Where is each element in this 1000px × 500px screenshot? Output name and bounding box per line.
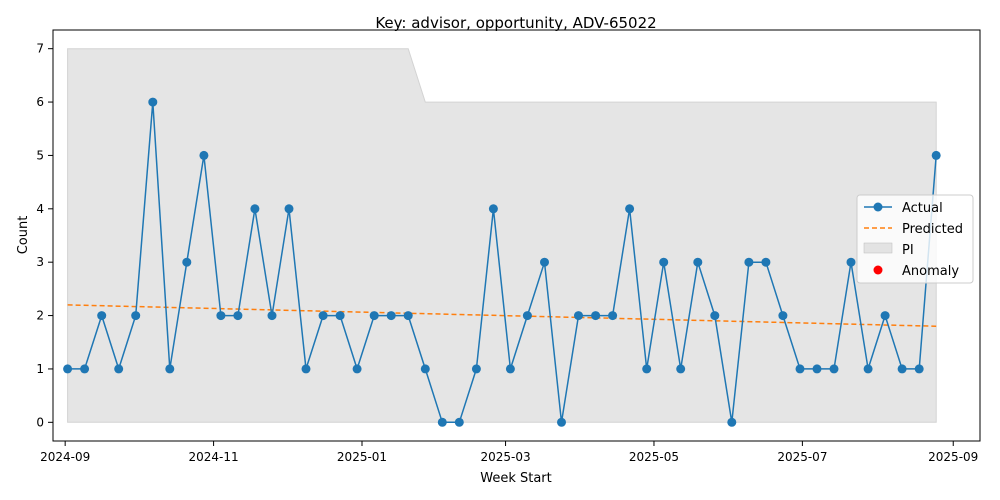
- actual-point: [216, 311, 226, 321]
- y-tick-label: 0: [36, 415, 44, 429]
- y-tick-label: 2: [36, 309, 44, 323]
- actual-point: [369, 311, 379, 321]
- actual-point: [778, 311, 788, 321]
- legend-actual-label: Actual: [902, 201, 943, 216]
- actual-point: [897, 364, 907, 374]
- actual-line: [67, 102, 937, 424]
- actual-point: [880, 311, 890, 321]
- actual-point: [199, 150, 209, 160]
- legend-actual-marker: [873, 202, 883, 212]
- x-tick-label: 2025-07: [777, 450, 827, 464]
- actual-point: [522, 311, 532, 321]
- predicted-line-layer: [67, 304, 937, 327]
- x-axis-label: Week Start: [480, 471, 552, 486]
- legend-predicted-label: Predicted: [902, 222, 963, 237]
- actual-point: [488, 204, 498, 214]
- x-tick-label: 2025-01: [337, 450, 387, 464]
- actual-point: [454, 417, 464, 427]
- actual-point: [63, 364, 73, 374]
- actual-point: [608, 311, 618, 321]
- x-tick-label: 2025-05: [629, 450, 679, 464]
- actual-point: [437, 417, 447, 427]
- x-tick-label: 2025-09: [928, 450, 978, 464]
- actual-series-layer: [63, 97, 941, 427]
- actual-point: [284, 204, 294, 214]
- legend-box: [856, 194, 974, 284]
- y-tick-label: 5: [36, 148, 44, 162]
- actual-point: [540, 257, 549, 267]
- y-tick-label: 3: [36, 255, 44, 269]
- actual-point: [846, 257, 856, 267]
- actual-point: [403, 311, 413, 321]
- predicted-line: [67, 304, 937, 327]
- actual-point: [233, 311, 243, 321]
- actual-point: [471, 364, 481, 374]
- actual-point: [591, 311, 601, 321]
- actual-point: [829, 364, 839, 374]
- legend-pi-label: PI: [902, 243, 914, 258]
- actual-point: [420, 364, 430, 374]
- y-tick-label: 7: [36, 42, 44, 56]
- actual-point: [761, 257, 771, 267]
- actual-point: [318, 311, 328, 321]
- y-tick-label: 4: [36, 202, 44, 216]
- x-tick-label: 2025-03: [480, 450, 530, 464]
- plot-frame: [52, 29, 981, 442]
- actual-point: [625, 204, 635, 214]
- y-axis-label: Count: [16, 216, 31, 255]
- actual-point: [80, 364, 90, 374]
- actual-point: [505, 364, 515, 374]
- y-tick-label: 1: [36, 362, 44, 376]
- x-axis: 2024-09 2024-11 2025-01 2025-03 2025-05 2025-…: [40, 441, 978, 464]
- pi-band: [67, 48, 937, 423]
- actual-point: [148, 97, 158, 107]
- actual-point: [931, 150, 941, 160]
- actual-point: [335, 311, 345, 321]
- x-tick-label: 2024-09: [40, 450, 90, 464]
- actual-point: [642, 364, 652, 374]
- actual-point: [97, 311, 107, 321]
- actual-point: [301, 364, 311, 374]
- actual-point: [727, 417, 737, 427]
- actual-point: [250, 204, 260, 214]
- actual-point: [114, 364, 124, 374]
- actual-point: [574, 311, 583, 321]
- legend-anomaly-marker: [873, 265, 883, 275]
- legend-anomaly-label: Anomaly: [902, 264, 959, 279]
- actual-point: [710, 311, 720, 321]
- actual-point: [693, 257, 703, 267]
- actual-point: [386, 311, 396, 321]
- actual-point: [744, 257, 754, 267]
- pi-band-layer: [67, 48, 937, 423]
- actual-point: [557, 417, 566, 427]
- actual-point: [131, 311, 141, 321]
- actual-point: [267, 311, 277, 321]
- actual-point: [182, 257, 192, 267]
- x-tick-label: 2024-11: [189, 450, 239, 464]
- actual-point: [352, 364, 362, 374]
- actual-point: [914, 364, 924, 374]
- actual-point: [863, 364, 873, 374]
- legend: Actual Predicted PI Anomaly: [856, 194, 974, 284]
- y-tick-label: 6: [36, 95, 44, 109]
- actual-point: [165, 364, 175, 374]
- actual-point: [676, 364, 686, 374]
- actual-point: [795, 364, 805, 374]
- actual-point: [812, 364, 822, 374]
- actual-point: [659, 257, 669, 267]
- legend-pi-swatch: [863, 242, 893, 254]
- chart-title: Key: advisor, opportunity, ADV-65022: [375, 14, 656, 32]
- y-axis: 0 1 2 3 4 5 6 7: [36, 42, 53, 429]
